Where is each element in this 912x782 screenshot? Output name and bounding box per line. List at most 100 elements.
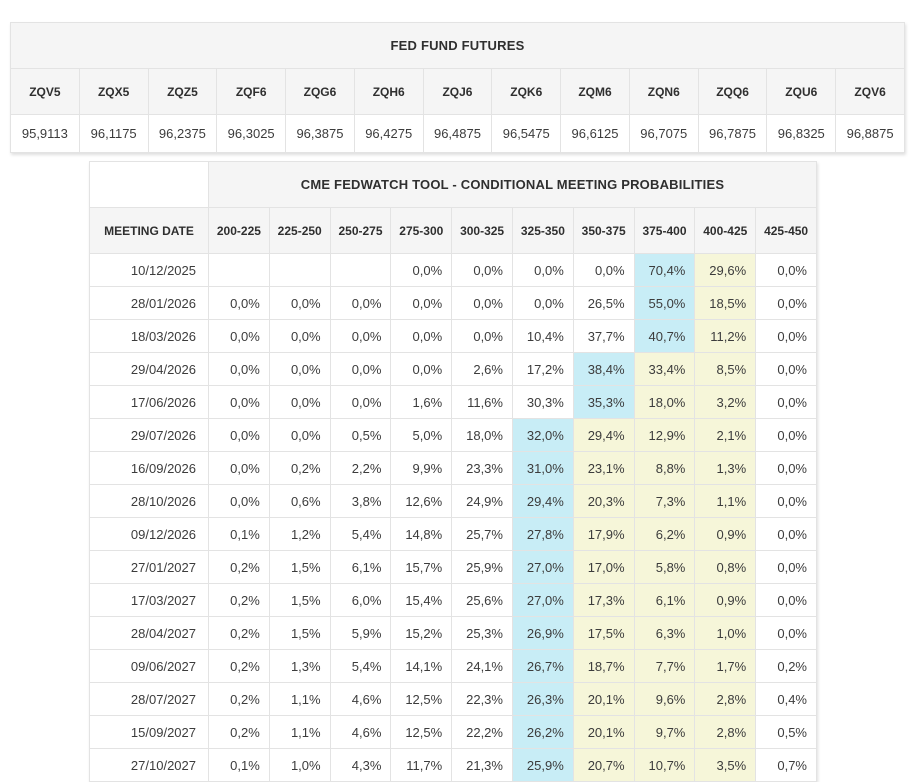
probability-cell: 0,0% bbox=[572, 253, 635, 287]
probability-cell: 15,4% bbox=[390, 583, 453, 617]
probability-cell: 1,2% bbox=[268, 517, 331, 551]
fedwatch-corner-cell bbox=[89, 161, 209, 208]
probability-cell: 0,0% bbox=[268, 352, 331, 386]
fedwatch-row: 18/03/2026 0,0% 0,0% 0,0% 0,0% 0,0% 10,4% 37,7%… bbox=[89, 319, 817, 353]
probability-cell: 0,2% bbox=[755, 649, 817, 683]
rate-range-header: 275-300 bbox=[390, 207, 453, 254]
probability-cell: 0,0% bbox=[329, 352, 392, 386]
probability-cell: 18,7% bbox=[572, 649, 635, 683]
probability-cell: 0,5% bbox=[755, 715, 817, 749]
probability-cell: 0,0% bbox=[451, 286, 513, 320]
probability-cell: 33,4% bbox=[633, 352, 696, 386]
probability-cell: 0,9% bbox=[694, 517, 757, 551]
probability-cell: 0,2% bbox=[208, 583, 270, 617]
probability-cell: 29,4% bbox=[572, 418, 635, 452]
probability-cell: 1,6% bbox=[390, 385, 453, 419]
probability-cell: 1,3% bbox=[268, 649, 331, 683]
probability-cell: 0,0% bbox=[755, 286, 817, 320]
meeting-date-header: MEETING DATE bbox=[89, 207, 209, 254]
probability-cell: 0,0% bbox=[755, 385, 817, 419]
probability-cell: 0,2% bbox=[208, 649, 270, 683]
futures-contract-header: ZQM6 bbox=[560, 68, 630, 115]
probability-cell: 0,0% bbox=[511, 253, 574, 287]
futures-price-cell: 96,3875 bbox=[285, 114, 355, 153]
rate-range-header: 300-325 bbox=[451, 207, 513, 254]
futures-contract-header: ZQQ6 bbox=[697, 68, 768, 115]
probability-cell: 6,1% bbox=[633, 583, 696, 617]
fedwatch-row: 09/12/2026 0,1% 1,2% 5,4% 14,8% 25,7% 27,8% 17,… bbox=[89, 517, 817, 551]
probability-cell: 1,0% bbox=[694, 616, 757, 650]
probability-cell: 0,0% bbox=[208, 352, 270, 386]
probability-cell: 20,1% bbox=[572, 715, 635, 749]
probability-cell: 0,2% bbox=[208, 715, 270, 749]
fedwatch-table: CME FEDWATCH TOOL - CONDITIONAL MEETING … bbox=[89, 161, 817, 782]
futures-price-cell: 96,3025 bbox=[216, 114, 287, 153]
probability-cell: 15,2% bbox=[390, 616, 453, 650]
fedwatch-body: 10/12/2025 0,0% 0,0% 0,0% 0,0% 70,4% 29,6% 0,0%… bbox=[89, 253, 817, 782]
futures-table-title: FED FUND FUTURES bbox=[10, 22, 905, 69]
probability-cell: 2,2% bbox=[329, 451, 392, 485]
probability-cell: 27,0% bbox=[511, 550, 574, 584]
fedwatch-row: 28/07/2027 0,2% 1,1% 4,6% 12,5% 22,3% 26,3% 20,… bbox=[89, 682, 817, 716]
probability-cell: 14,8% bbox=[390, 517, 453, 551]
fedwatch-row: 28/10/2026 0,0% 0,6% 3,8% 12,6% 24,9% 29,4% 20,… bbox=[89, 484, 817, 518]
probability-cell: 17,3% bbox=[572, 583, 635, 617]
probability-cell: 35,3% bbox=[572, 385, 635, 419]
fedwatch-row: 17/06/2026 0,0% 0,0% 0,0% 1,6% 11,6% 30,3% 35,3… bbox=[89, 385, 817, 419]
rate-range-header: 350-375 bbox=[572, 207, 635, 254]
probability-cell: 0,0% bbox=[755, 550, 817, 584]
probability-cell: 12,6% bbox=[390, 484, 453, 518]
probability-cell bbox=[268, 253, 331, 287]
probability-cell: 3,5% bbox=[694, 748, 757, 782]
fedwatch-row: 15/09/2027 0,2% 1,1% 4,6% 12,5% 22,2% 26,2% 20,… bbox=[89, 715, 817, 749]
probability-cell: 5,0% bbox=[390, 418, 453, 452]
probability-cell: 0,8% bbox=[694, 550, 757, 584]
probability-cell: 0,0% bbox=[329, 385, 392, 419]
probability-cell: 0,2% bbox=[208, 616, 270, 650]
probability-cell: 6,3% bbox=[633, 616, 696, 650]
meeting-date-cell: 28/07/2027 bbox=[89, 682, 209, 716]
probability-cell: 20,3% bbox=[572, 484, 635, 518]
futures-price-cell: 95,9113 bbox=[10, 114, 80, 153]
probability-cell: 0,0% bbox=[755, 616, 817, 650]
probability-cell: 9,7% bbox=[633, 715, 696, 749]
probability-cell: 0,1% bbox=[208, 517, 270, 551]
probability-cell: 1,1% bbox=[268, 682, 331, 716]
probability-cell: 70,4% bbox=[633, 253, 696, 287]
probability-cell bbox=[208, 253, 270, 287]
probability-cell: 0,0% bbox=[208, 286, 270, 320]
probability-cell: 0,0% bbox=[268, 319, 331, 353]
futures-price-cell: 96,2375 bbox=[147, 114, 218, 153]
probability-cell: 1,3% bbox=[694, 451, 757, 485]
probability-cell: 14,1% bbox=[390, 649, 453, 683]
rate-range-header: 375-400 bbox=[633, 207, 696, 254]
probability-cell: 2,8% bbox=[694, 682, 757, 716]
futures-contract-header: ZQV5 bbox=[10, 68, 80, 115]
fedwatch-row: 09/06/2027 0,2% 1,3% 5,4% 14,1% 24,1% 26,7% 18,… bbox=[89, 649, 817, 683]
probability-cell: 29,6% bbox=[694, 253, 757, 287]
meeting-date-cell: 27/10/2027 bbox=[89, 748, 209, 782]
probability-cell: 22,2% bbox=[451, 715, 513, 749]
probability-cell: 26,7% bbox=[511, 649, 574, 683]
futures-price-cell: 96,5475 bbox=[491, 114, 562, 153]
meeting-date-cell: 15/09/2027 bbox=[89, 715, 209, 749]
probability-cell: 4,6% bbox=[329, 682, 392, 716]
meeting-date-cell: 18/03/2026 bbox=[89, 319, 209, 353]
probability-cell: 24,9% bbox=[451, 484, 513, 518]
probability-cell: 0,0% bbox=[755, 583, 817, 617]
futures-price-cell: 96,1175 bbox=[78, 114, 149, 153]
probability-cell: 7,3% bbox=[633, 484, 696, 518]
probability-cell: 27,0% bbox=[511, 583, 574, 617]
probability-cell: 0,0% bbox=[451, 319, 513, 353]
futures-contract-header: ZQH6 bbox=[353, 68, 424, 115]
probability-cell: 0,0% bbox=[755, 319, 817, 353]
probability-cell: 17,9% bbox=[572, 517, 635, 551]
probability-cell: 27,8% bbox=[511, 517, 574, 551]
fedwatch-row: 17/03/2027 0,2% 1,5% 6,0% 15,4% 25,6% 27,0% 17,… bbox=[89, 583, 817, 617]
probability-cell: 0,6% bbox=[268, 484, 331, 518]
probability-cell: 1,1% bbox=[694, 484, 757, 518]
meeting-date-cell: 28/04/2027 bbox=[89, 616, 209, 650]
fedwatch-row: 10/12/2025 0,0% 0,0% 0,0% 0,0% 70,4% 29,6% 0,0% bbox=[89, 253, 817, 287]
probability-cell: 2,6% bbox=[451, 352, 513, 386]
probability-cell: 25,9% bbox=[511, 748, 574, 782]
